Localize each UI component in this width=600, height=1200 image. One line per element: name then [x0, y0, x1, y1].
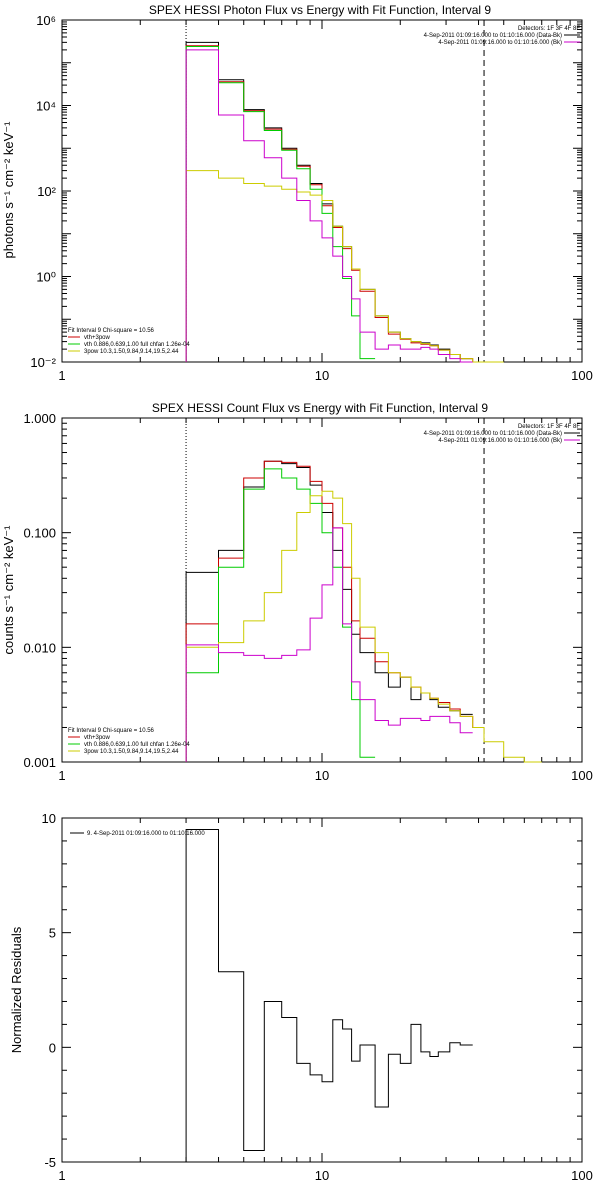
- panel2-legend-data: 4-Sep-2011 01:09:16.000 to 01:10:16.000 …: [424, 431, 562, 437]
- x-tick-label: 1: [58, 1168, 65, 1183]
- y-tick-label: 1.000: [23, 411, 56, 426]
- count-flux-panel: SPEX HESSI Count Flux vs Energy with Fit…: [1, 401, 593, 783]
- panel1-detectors: Detectors: 1F 3F 4F 8F: [518, 26, 580, 32]
- panel2-ylabel: counts s⁻¹ cm⁻² keV⁻¹: [1, 525, 16, 655]
- panel3-legend-text: 9. 4-Sep-2011 01:09:16.000 to 01:10:16.0…: [87, 831, 205, 837]
- series-3pow: [185, 170, 504, 363]
- panel2-fit-header: Fit Interval 9 Chi-square = 10.56: [68, 728, 155, 734]
- y-tick-label: 10⁶: [36, 13, 56, 28]
- panel2-legend-bk: 4-Sep-2011 01:09:16.000 to 01:10:16.000 …: [438, 438, 562, 444]
- series-vth: [185, 46, 376, 362]
- x-tick-label: 100: [571, 1168, 593, 1183]
- panel3-plot: 1 10 100 -5 0 5 10: [42, 811, 593, 1183]
- y-tick-label: 10²: [37, 184, 56, 199]
- series-data-bk: [185, 41, 473, 362]
- panel1-legend-data: 4-Sep-2011 01:09:16.000 to 01:10:16.000 …: [424, 33, 562, 39]
- panel1-fit-header: Fit Interval 9 Chi-square = 10.56: [68, 328, 155, 334]
- panel2-fit-info: Fit Interval 9 Chi-square = 10.56 vth+3p…: [68, 728, 190, 755]
- y-tick-label: -5: [44, 1155, 56, 1170]
- panel1-legend-bk: 4-Sep-2011 01:09:16.000 to 01:10:16.000 …: [438, 40, 562, 46]
- y-tick-label: 10⁻²: [30, 355, 56, 370]
- series-vth-3pow: [185, 45, 484, 363]
- panel2-legend-top: Detectors: 1F 3F 4F 8F 4-Sep-2011 01:09:…: [424, 424, 581, 444]
- x-tick-label: 100: [571, 368, 593, 383]
- series-vth: [185, 468, 376, 762]
- panel2-fit-item-2: vth 0.886,0.639,1.00 full chfan 1.26e-04: [84, 742, 190, 748]
- y-tick-label: 10⁴: [36, 99, 56, 114]
- y-tick-label: 0.001: [23, 755, 56, 770]
- y-tick-label: 10⁰: [36, 270, 56, 285]
- panel1-fit-item-1: vth+3pow: [84, 335, 111, 341]
- y-tick-label: 10: [42, 811, 56, 826]
- panel2-fit-item-3: 3pow 10.3,1.50,9.84,9.14,19.5,2.44: [84, 749, 179, 755]
- panel2-fit-item-1: vth+3pow: [84, 735, 111, 741]
- y-tick-label: 0.100: [23, 526, 56, 541]
- photon-flux-panel: SPEX HESSI Photon Flux vs Energy with Fi…: [1, 3, 593, 383]
- y-tick-label: 0: [49, 1040, 56, 1055]
- panel2-title: SPEX HESSI Count Flux vs Energy with Fit…: [152, 401, 488, 415]
- series-3pow: [185, 490, 542, 763]
- panel1-plot: 1 10 100 10⁻² 10⁰ 10² 10⁴ 10⁶: [30, 13, 593, 383]
- x-tick-label: 1: [58, 368, 65, 383]
- panel1-fit-info: Fit Interval 9 Chi-square = 10.56 vth+3p…: [68, 328, 190, 355]
- panel1-ylabel: photons s⁻¹ cm⁻² keV⁻¹: [1, 121, 16, 259]
- panel1-title: SPEX HESSI Photon Flux vs Energy with Fi…: [149, 3, 491, 17]
- series-bk: [185, 49, 473, 363]
- panel2-detectors: Detectors: 1F 3F 4F 8F: [518, 424, 580, 430]
- p3-frame: [61, 817, 583, 1163]
- panel2-plot: 1 10 100 0.001 0.010 0.100 1.000: [23, 411, 592, 783]
- panel1-legend-top: Detectors: 1F 3F 4F 8F 4-Sep-2011 01:09:…: [424, 26, 581, 46]
- series-residuals: [185, 829, 473, 1162]
- panel3-ylabel: Normalized Residuals: [9, 926, 24, 1053]
- series-bk: [185, 527, 473, 762]
- y-tick-label: 0.010: [23, 640, 56, 655]
- x-tick-label: 10: [315, 768, 329, 783]
- x-tick-label: 10: [315, 368, 329, 383]
- x-tick-label: 10: [315, 1168, 329, 1183]
- residuals-panel: Normalized Residuals 1 10 100 -5 0 5 10 9. 4-S…: [9, 811, 593, 1183]
- panel1-fit-item-2: vth 0.886,0.639,1.00 full chfan 1.26e-04: [84, 342, 190, 348]
- x-tick-label: 100: [571, 768, 593, 783]
- x-tick-label: 1: [58, 768, 65, 783]
- panel3-legend: 9. 4-Sep-2011 01:09:16.000 to 01:10:16.0…: [70, 831, 205, 837]
- y-tick-label: 5: [49, 926, 56, 941]
- panel1-fit-item-3: 3pow 10.3,1.50,9.84,9.14,19.5,2.44: [84, 349, 179, 355]
